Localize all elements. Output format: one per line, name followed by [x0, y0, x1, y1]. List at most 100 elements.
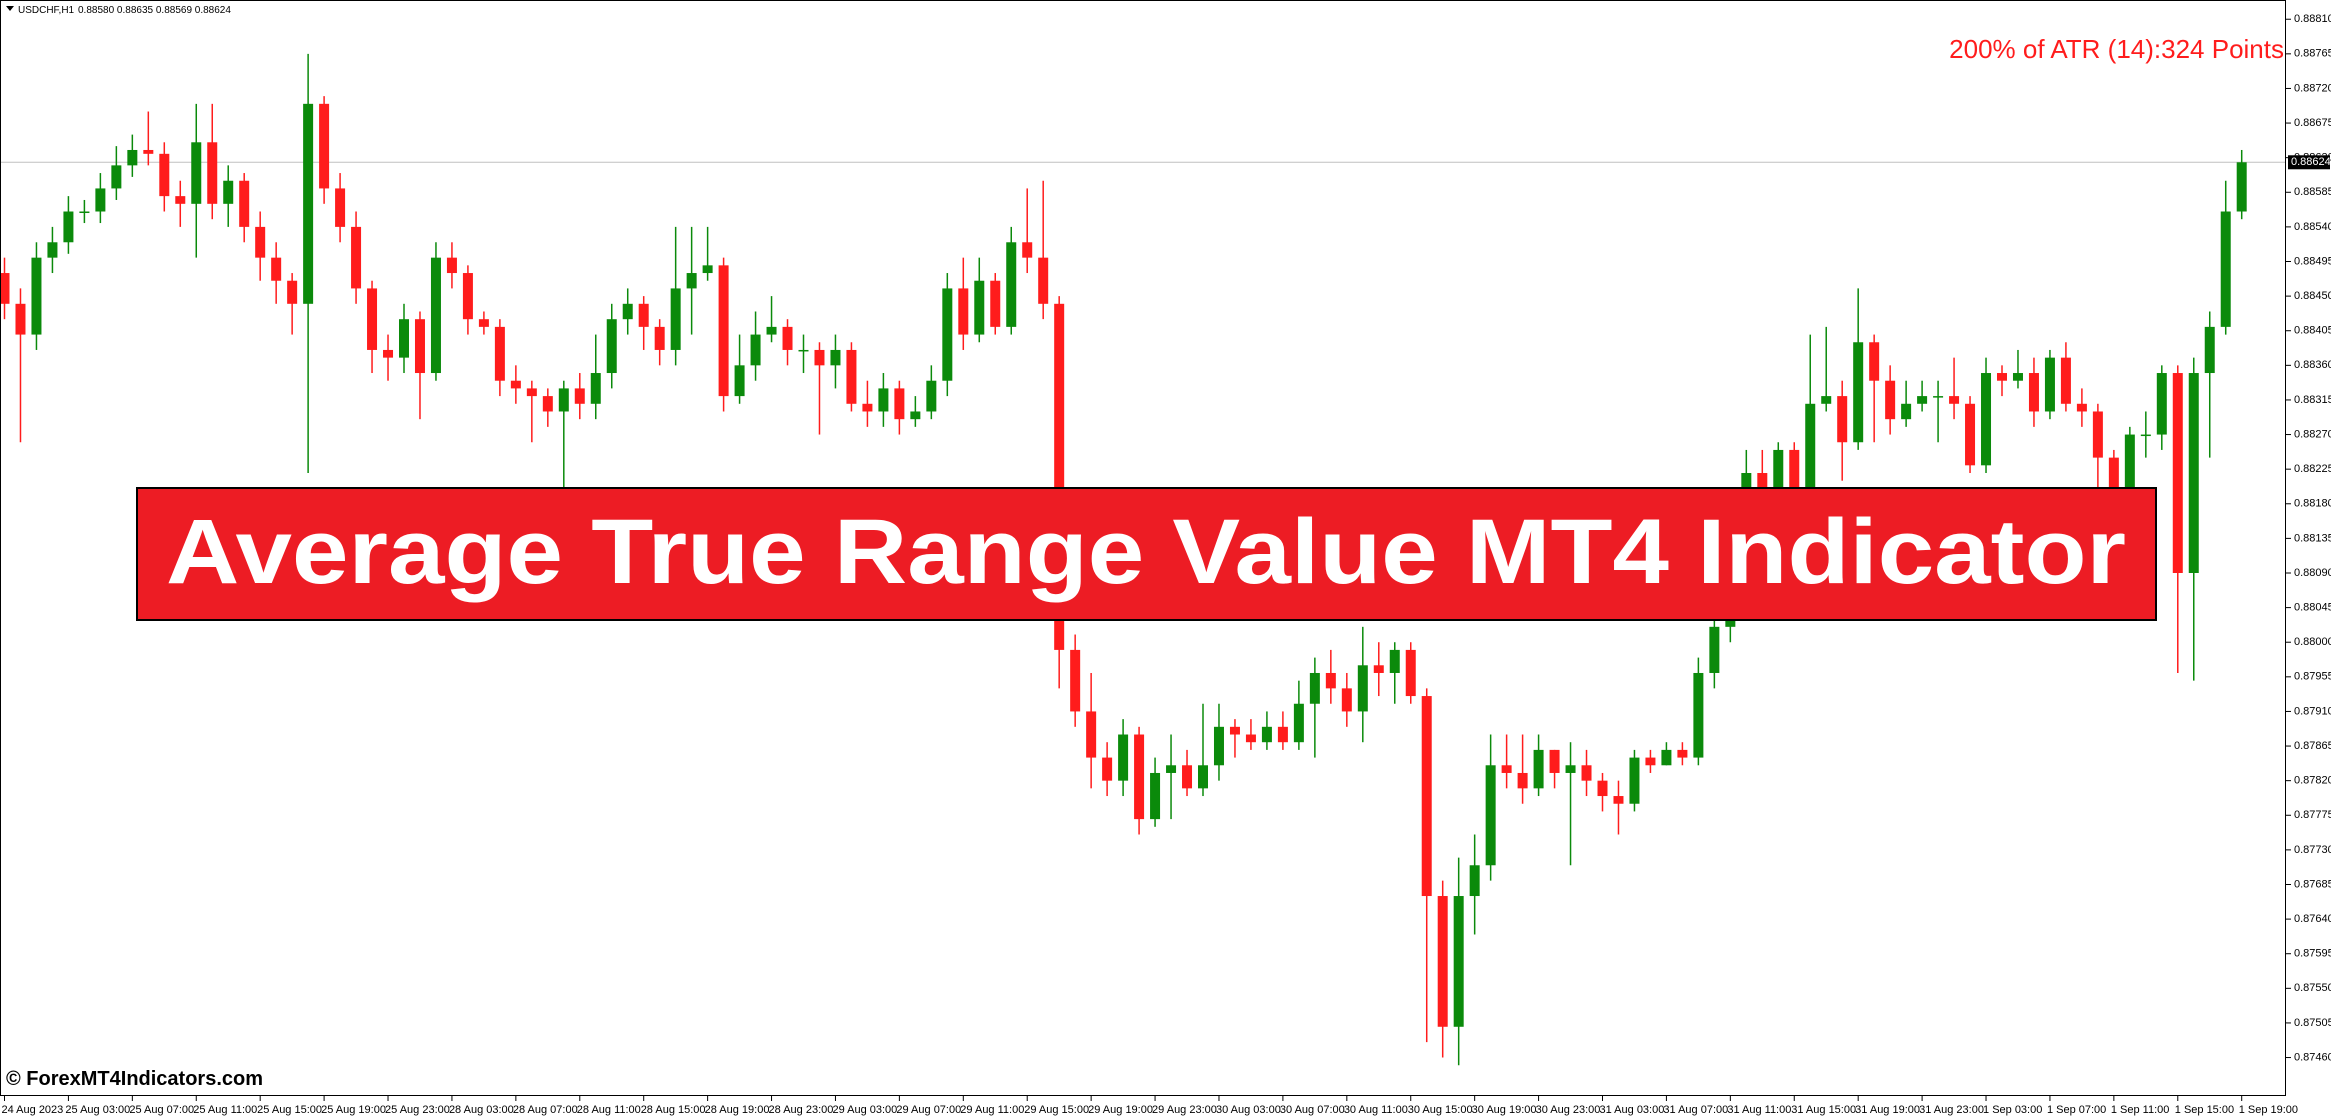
candle-body	[1549, 749, 1560, 773]
candle-body	[1997, 373, 2007, 381]
candle-body	[1757, 473, 1768, 489]
candle-body	[223, 180, 234, 204]
candle-body	[1437, 896, 1448, 1027]
candle-body	[478, 319, 489, 327]
x-tick-label: 25 Aug 19:00	[321, 1104, 386, 1116]
x-tick-label: 31 Aug 03:00	[1600, 1104, 1665, 1116]
x-tick-label: 1 Sep 15:00	[2175, 1104, 2234, 1116]
candle-body	[1086, 711, 1097, 758]
y-tick-label: 0.88090	[2294, 567, 2331, 579]
candle-body	[1821, 396, 1832, 404]
candle-body	[1789, 449, 1800, 504]
candle-body	[2060, 357, 2071, 404]
x-tick-label: 1 Sep 11:00	[2111, 1104, 2170, 1116]
y-tick-label: 0.88810	[2294, 13, 2331, 25]
candle-body	[1325, 672, 1336, 689]
candle-body	[654, 326, 665, 350]
y-tick-label: 0.88540	[2294, 221, 2331, 233]
y-tick-label: 0.88225	[2294, 463, 2331, 475]
candle-body	[926, 380, 937, 412]
plot-frame	[0, 0, 2286, 1096]
ohlc-label: 0.88580 0.88635 0.88569 0.88624	[78, 5, 231, 16]
candle-body	[958, 288, 969, 335]
candle-body	[1198, 765, 1208, 789]
y-tick-label: 0.87640	[2294, 913, 2331, 925]
banner-title: Average True Range Value MT4 Indicator	[166, 501, 2126, 603]
candle-body	[750, 334, 761, 366]
candle-body	[622, 303, 633, 320]
candle-body	[15, 303, 26, 335]
candle-body	[271, 257, 282, 281]
candle-body	[1373, 665, 1384, 673]
candle-body	[558, 388, 569, 412]
candle-body	[1885, 380, 1896, 420]
x-tick-label: 24 Aug 2023	[2, 1104, 64, 1116]
candle-body	[638, 303, 649, 327]
candle-body	[2236, 162, 2247, 212]
candle-body	[351, 226, 362, 289]
candle-body	[63, 211, 74, 243]
candle-body	[446, 257, 457, 274]
candle-body	[1661, 749, 1672, 766]
x-tick-label: 1 Sep 07:00	[2047, 1104, 2106, 1116]
candle-body	[1102, 757, 1113, 781]
candle-body	[1613, 796, 1624, 804]
candle-body	[31, 257, 42, 335]
candle-body	[47, 242, 58, 258]
candle-body	[894, 388, 905, 420]
x-tick-label: 25 Aug 15:00	[257, 1104, 322, 1116]
candle-body	[1517, 772, 1528, 789]
candle-body	[494, 326, 505, 381]
candle-body	[1501, 765, 1512, 773]
candle-body	[1917, 396, 1928, 404]
candle-body	[1277, 726, 1288, 743]
candle-body	[319, 103, 330, 189]
candle-body	[2076, 403, 2087, 412]
banner-box	[136, 487, 2157, 621]
y-tick-label: 0.88315	[2294, 394, 2331, 406]
candle-body	[1054, 303, 1065, 650]
candle-body	[111, 165, 122, 189]
x-tick-label: 28 Aug 11:00	[577, 1104, 641, 1116]
candle-body	[1150, 772, 1161, 820]
candle-body	[2204, 326, 2215, 374]
candle-body	[1597, 780, 1608, 797]
symbol-icon	[6, 6, 14, 11]
x-tick-label: 29 Aug 19:00	[1088, 1104, 1153, 1116]
candle-body	[1629, 757, 1640, 804]
candle-body	[1469, 865, 1480, 897]
candle-body	[1421, 696, 1432, 897]
candle-body	[1022, 242, 1033, 258]
candle-body	[846, 349, 857, 404]
candle-body	[1389, 649, 1400, 673]
candle-body	[766, 326, 777, 335]
candle-body	[2028, 373, 2039, 412]
x-tick-label: 31 Aug 23:00	[1919, 1104, 1984, 1116]
candle-body	[383, 349, 394, 358]
x-tick-label: 1 Sep 03:00	[1983, 1104, 2042, 1116]
symbol: USDCHF,H1	[18, 5, 75, 16]
candle-body	[1773, 449, 1784, 489]
price-tag	[2288, 155, 2330, 170]
candle-body	[606, 319, 617, 374]
y-tick-label: 0.87460	[2294, 1051, 2331, 1063]
candle-body	[1038, 257, 1049, 304]
price-tag-label: 0.88624	[2291, 156, 2331, 168]
candle-body	[287, 280, 298, 304]
x-tick-label: 30 Aug 15:00	[1408, 1104, 1473, 1116]
candle-body	[1245, 734, 1256, 743]
candle-body	[1261, 726, 1272, 743]
x-tick-label: 31 Aug 07:00	[1663, 1104, 1728, 1116]
y-tick-label: 0.88585	[2294, 186, 2331, 198]
candle-body	[1565, 765, 1576, 773]
candle-body	[414, 319, 425, 374]
candle-body	[1182, 765, 1193, 789]
x-tick-label: 29 Aug 23:00	[1152, 1104, 1217, 1116]
y-tick-label: 0.87775	[2294, 809, 2331, 821]
candle-body	[1134, 734, 1145, 820]
candle-body	[1341, 688, 1352, 712]
candle-body	[878, 388, 889, 412]
x-tick-label: 29 Aug 11:00	[960, 1104, 1024, 1116]
candle-body	[1677, 749, 1688, 758]
